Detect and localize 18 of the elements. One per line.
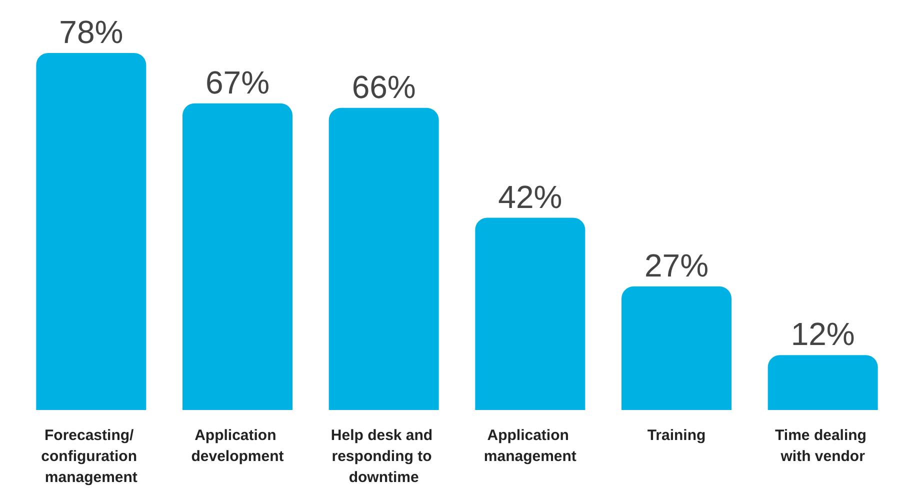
data-label: 66% bbox=[352, 68, 416, 105]
bar bbox=[36, 53, 146, 410]
bar bbox=[475, 218, 586, 410]
bar bbox=[622, 286, 732, 410]
bar bbox=[328, 108, 439, 410]
data-label: 12% bbox=[790, 316, 855, 352]
x-tick-label: Time dealing with vendor bbox=[775, 427, 871, 465]
data-label: 67% bbox=[205, 64, 270, 100]
bar bbox=[768, 355, 878, 410]
bar bbox=[182, 103, 292, 410]
x-tick-label: Help desk and responding to downtime bbox=[330, 427, 437, 486]
x-tick-label: Application management bbox=[484, 427, 576, 465]
x-tick-label: Training bbox=[647, 427, 706, 444]
x-tick-label: Application development bbox=[191, 427, 284, 465]
data-label: 27% bbox=[644, 247, 709, 284]
data-label: 78% bbox=[59, 14, 124, 50]
x-tick-label: Forecasting/ configuration management bbox=[41, 427, 142, 486]
data-label: 42% bbox=[498, 178, 562, 215]
